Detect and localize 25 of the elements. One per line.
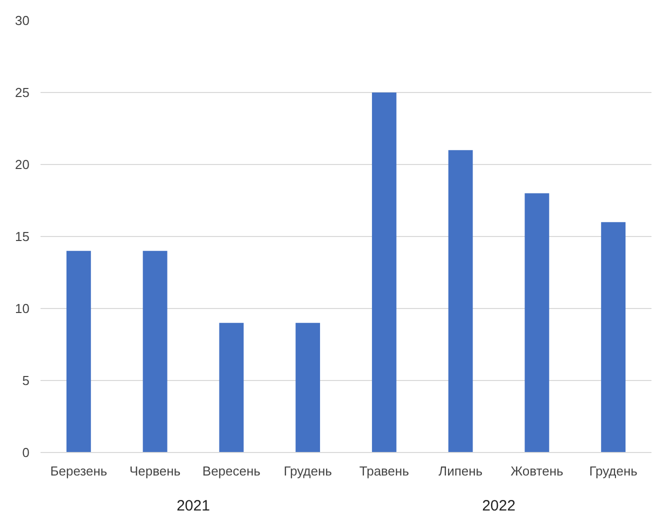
y-tick-label: 0 [22, 445, 30, 460]
bar [601, 222, 626, 452]
bar [448, 150, 473, 452]
x-tick-label: Червень [130, 464, 181, 478]
bar [372, 92, 396, 452]
x-tick-label: Грудень [284, 464, 332, 478]
y-tick-label: 5 [22, 373, 30, 388]
y-tick-label: 25 [15, 85, 30, 100]
bar [219, 322, 244, 452]
bar [66, 250, 91, 452]
x-tick-label: Травень [359, 464, 410, 478]
bar [524, 193, 550, 452]
text: 2022 [482, 498, 516, 513]
x-tick-label: Грудень [589, 464, 638, 478]
y-tick-label: 10 [15, 301, 30, 316]
bar [296, 322, 320, 452]
bar [142, 250, 168, 452]
x-tick-label: Вересень [202, 464, 261, 478]
y-tick-label: 15 [15, 229, 30, 244]
y-tick-label: 20 [15, 157, 30, 172]
y-tick-label: 30 [15, 13, 30, 28]
x-tick-label: Липень [438, 464, 483, 478]
x-tick-label: Жовтень [510, 464, 564, 478]
x-tick-label: Березень [50, 464, 108, 478]
text: 2021 [176, 498, 210, 513]
